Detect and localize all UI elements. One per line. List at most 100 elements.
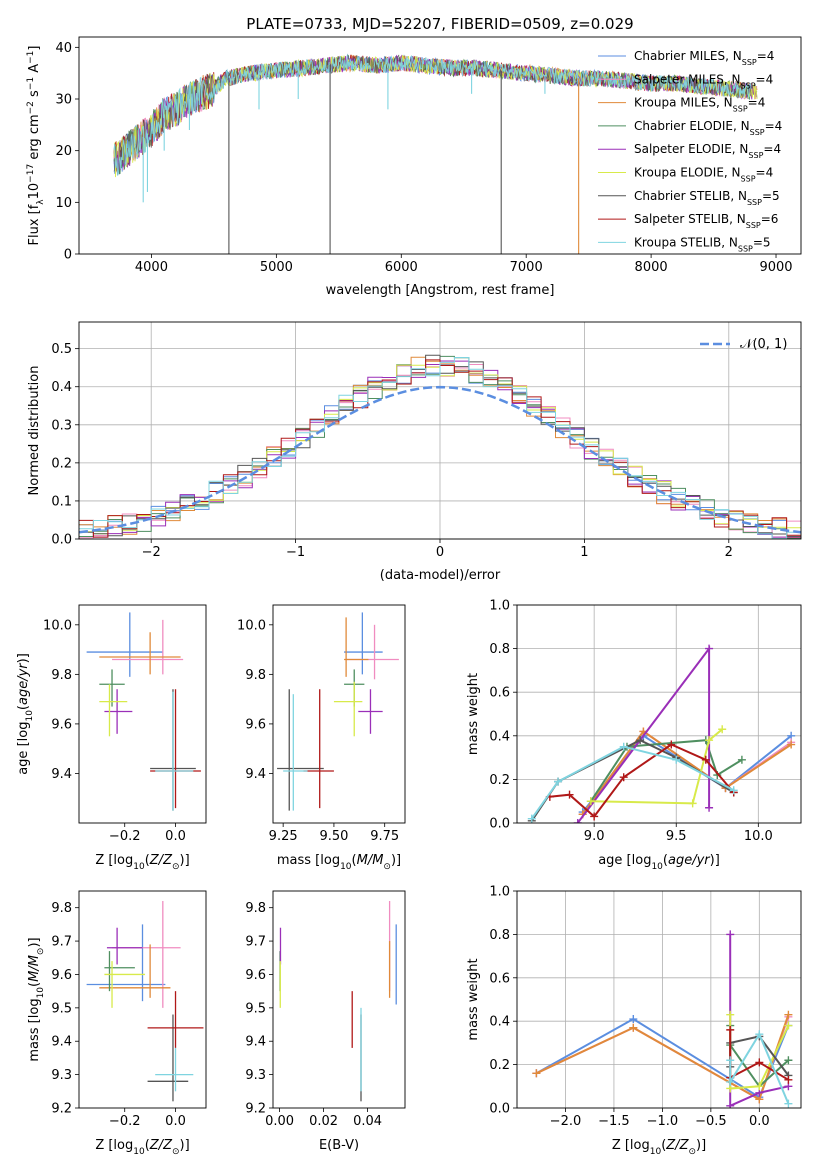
x-tick-label: 4000 [135, 260, 168, 275]
plot-area [113, 53, 758, 254]
y-tick-label: 0.2 [489, 1058, 510, 1073]
x-tick-label: 1 [580, 545, 588, 560]
weight-line [729, 1032, 790, 1105]
weight-marker [726, 930, 735, 939]
axes-frame [78, 36, 802, 255]
histogram-step [79, 357, 801, 539]
figure-title: PLATE=0733, MJD=52207, FIBERID=0509, z=0… [246, 15, 633, 33]
y-tick-label: 9.4 [245, 767, 266, 782]
weight-marker [565, 790, 574, 799]
x-axis-label: age [log10(age/yr)] [598, 853, 720, 872]
spectrum-line [113, 54, 752, 176]
x-tick-label: −0.2 [109, 829, 141, 844]
weight-marker [726, 1025, 735, 1034]
weight-marker [636, 736, 645, 745]
x-tick-label: 9.5 [666, 829, 687, 844]
plot-area [279, 901, 397, 1102]
y-axis-label: mass weight [466, 673, 481, 755]
y-axis-label: age [log10(age/yr)] [16, 653, 35, 775]
weight-marker [737, 755, 746, 764]
axes-mass-vs-Z: −0.2 0.0 9.2 9.3 9.4 9.5 9.6 9.7 9.8 Z [log10(Z/Z… [27, 890, 207, 1157]
y-tick-label: 0.5 [51, 342, 72, 357]
axes-frame [78, 890, 207, 1109]
y-tick-label: 0.0 [489, 1102, 510, 1117]
weight-line [581, 730, 792, 815]
x-tick-label: 0.02 [309, 1114, 338, 1129]
x-axis-label: Z [log10(Z/Z⊙)] [95, 1138, 189, 1157]
weight-marker [672, 755, 681, 764]
weight-marker [619, 773, 628, 782]
x-tick-label: −1 [286, 545, 305, 560]
y-tick-label: 20 [55, 144, 72, 159]
plot-area [79, 354, 801, 539]
y-tick-label: 9.3 [245, 1068, 266, 1083]
weight-marker [590, 812, 599, 821]
x-tick-label: −1.0 [647, 1114, 679, 1129]
x-tick-label: 0 [436, 545, 444, 560]
y-tick-label: 0 [64, 248, 72, 263]
axes-age-vs-Z: −0.2 0.0 9.4 9.6 9.8 10.0 Z [log10(Z/Z⊙)] age [… [16, 604, 207, 872]
weight-marker [726, 1101, 735, 1108]
x-tick-label: −2.0 [550, 1114, 582, 1129]
y-tick-label: 0.2 [51, 456, 72, 471]
x-tick-label: 9.25 [269, 829, 298, 844]
y-tick-label: 0.4 [51, 380, 72, 395]
legend-label: Salpeter STELIB, NSSP=6 [634, 212, 778, 230]
axes-frame [78, 604, 207, 824]
y-tick-label: 30 [55, 93, 72, 108]
x-axis-label: Z [log10(Z/Z⊙)] [612, 1138, 706, 1157]
plot-layer: 4000 5000 6000 7000 8000 9000010203040wavelen… [16, 36, 802, 1157]
x-tick-label: 9.75 [370, 829, 399, 844]
weight-marker [784, 1099, 793, 1108]
y-tick-label: 9.4 [245, 1035, 266, 1050]
x-tick-label: 10.0 [744, 829, 773, 844]
y-tick-label: 0.1 [51, 494, 72, 509]
weight-marker [573, 819, 582, 823]
y-tick-label: 9.3 [51, 1068, 72, 1083]
y-tick-label: 0.8 [489, 928, 510, 943]
x-tick-label: 9.0 [584, 829, 605, 844]
x-tick-label: −2 [142, 545, 161, 560]
y-axis-label: Flux [fλ10−17 erg cm−2 s−1 A−1] [26, 46, 46, 246]
y-tick-label: 9.8 [245, 901, 266, 916]
x-tick-label: 8000 [635, 260, 668, 275]
y-tick-label: 9.5 [245, 1001, 266, 1016]
axes-frame [78, 321, 802, 540]
x-tick-label: 6000 [385, 260, 418, 275]
y-tick-label: 0.3 [51, 418, 72, 433]
y-tick-label: 9.6 [51, 717, 72, 732]
x-tick-label: −1.5 [598, 1114, 630, 1129]
x-tick-label: 9000 [759, 260, 792, 275]
y-tick-label: 9.7 [245, 935, 266, 950]
weight-marker [755, 1030, 764, 1039]
weight-marker [705, 736, 714, 745]
y-tick-label: 1.0 [489, 599, 510, 614]
legend-label: 𝒩(0, 1) [740, 337, 787, 352]
weight-marker [619, 742, 628, 751]
y-tick-label: 40 [55, 41, 72, 56]
weight-marker [784, 1075, 793, 1084]
weight-marker [554, 777, 563, 786]
y-tick-label: 9.4 [51, 767, 72, 782]
weight-marker [755, 1082, 764, 1091]
weight-marker [586, 797, 595, 806]
legend-label: Chabrier ELODIE, NSSP=4 [634, 119, 782, 137]
weight-marker [726, 1056, 735, 1065]
x-tick-label: 5000 [260, 260, 293, 275]
weight-line [535, 1017, 790, 1099]
y-tick-label: 10.0 [237, 618, 266, 633]
legend-label: Salpeter ELODIE, NSSP=4 [634, 142, 781, 160]
axes-weights-vs-age: 9.0 9.5 10.0 0.0 0.2 0.4 0.6 0.8 1.0 age [log10(a… [466, 599, 802, 872]
plot-area [86, 901, 204, 1102]
weight-marker [532, 1069, 541, 1078]
y-tick-label: 9.8 [245, 668, 266, 683]
x-axis-label: (data-model)/error [380, 568, 501, 583]
spectrum-line [113, 55, 752, 176]
y-tick-label: 9.7 [51, 935, 72, 950]
axes-spectrum: 4000 5000 6000 7000 8000 9000 0 10 20 30 40 wavelen… [26, 36, 802, 298]
legend-label: Chabrier MILES, NSSP=4 [634, 49, 774, 67]
axes-age-vs-mass: 9.25 9.50 9.75 9.4 9.6 9.8 10.0 mass [log10(M/M… [237, 604, 406, 872]
weight-marker [629, 1015, 638, 1024]
y-tick-label: 0.0 [489, 817, 510, 832]
plot-area [86, 612, 201, 811]
